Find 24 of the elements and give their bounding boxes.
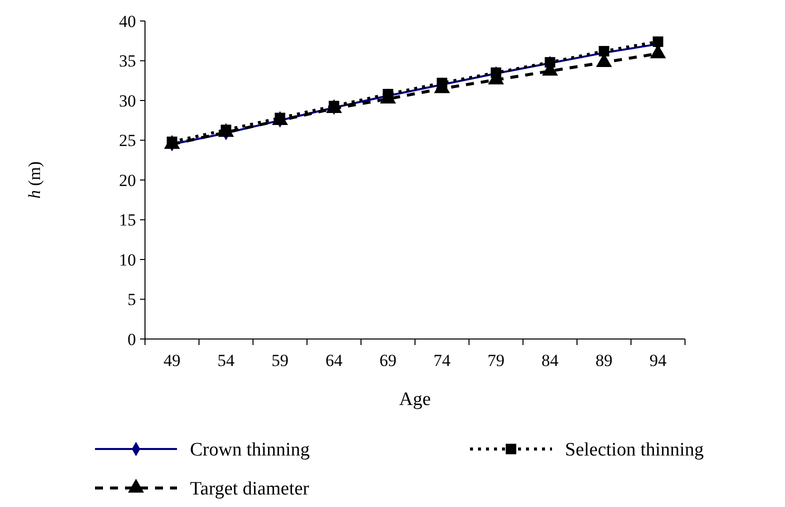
y-tick-label: 35 bbox=[119, 52, 136, 71]
x-tick-label: 64 bbox=[326, 351, 343, 370]
x-tick-label: 89 bbox=[596, 351, 612, 370]
x-tick-label: 84 bbox=[542, 351, 559, 370]
legend-label: Selection thinning bbox=[565, 440, 704, 461]
y-tick-label: 40 bbox=[119, 12, 136, 31]
y-tick-label: 5 bbox=[128, 290, 136, 310]
y-tick-label: 25 bbox=[119, 131, 136, 150]
x-tick-label: 94 bbox=[650, 351, 667, 370]
y-tick-label: 0 bbox=[128, 330, 136, 349]
y-tick-label: 10 bbox=[119, 250, 136, 270]
x-tick-label: 74 bbox=[434, 351, 451, 370]
y-axis-title: h (m) bbox=[25, 161, 44, 199]
x-tick-label: 49 bbox=[164, 351, 180, 370]
legend-label: Crown thinning bbox=[190, 440, 310, 461]
x-tick-label: 69 bbox=[380, 351, 396, 370]
x-tick-label: 79 bbox=[488, 351, 504, 370]
y-tick-label: 15 bbox=[119, 210, 136, 230]
x-axis-title: Age bbox=[399, 389, 431, 410]
legend-label: Target diameter bbox=[190, 478, 310, 500]
y-tick-label: 30 bbox=[119, 91, 136, 110]
x-tick-label: 59 bbox=[272, 351, 288, 370]
x-tick-label: 54 bbox=[218, 351, 235, 370]
y-tick-label: 20 bbox=[119, 170, 136, 190]
